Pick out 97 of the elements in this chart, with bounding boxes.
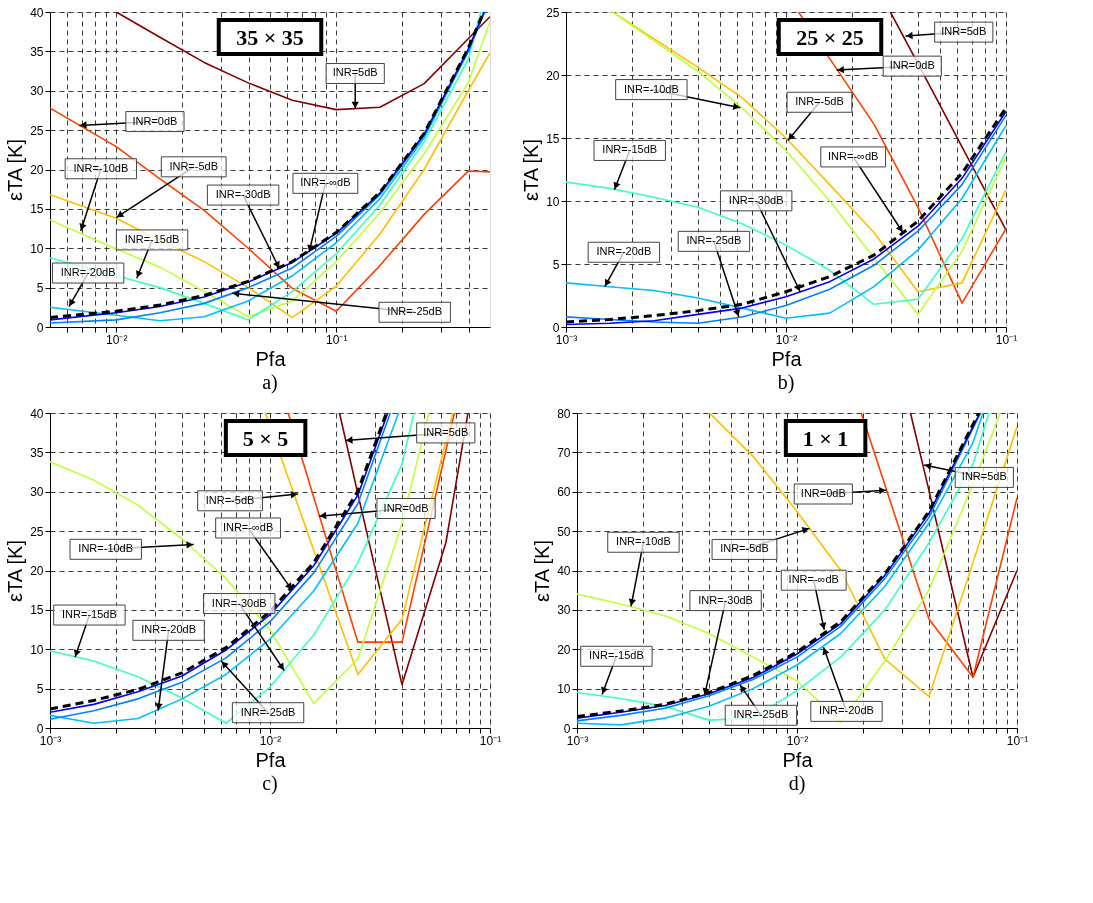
annotation: INR=0dB xyxy=(889,59,935,72)
annotation: INR=-30dB xyxy=(698,593,753,606)
text: d) xyxy=(788,772,806,795)
annotation: INR=-5dB xyxy=(205,493,255,506)
annotation: INR=-∞dB xyxy=(788,573,839,586)
annotation: INR=-∞dB xyxy=(222,521,274,534)
y-tick-label: 25 xyxy=(30,123,44,138)
y-tick-label: 5 xyxy=(36,682,44,697)
annotation: INR=-15dB xyxy=(602,143,658,156)
y-tick-label: 5 xyxy=(36,281,44,296)
annotation: INR=0dB xyxy=(383,501,429,514)
y-tick-label: 25 xyxy=(546,5,560,20)
annotation: INR=-20dB xyxy=(819,704,874,717)
y-tick-label: 80 xyxy=(557,406,571,421)
annotation: INR=-15dB xyxy=(589,649,644,662)
x-axis-title: Pfa xyxy=(255,347,287,370)
text: 25 × 25 xyxy=(796,25,864,50)
y-tick-label: 0 xyxy=(563,721,571,736)
text: b) xyxy=(777,371,795,394)
y-tick-label: 20 xyxy=(546,68,560,83)
y-tick-label: 35 xyxy=(30,44,44,59)
annotation: INR=-10dB xyxy=(73,161,129,174)
x-tick-label: 10⁻² xyxy=(786,733,809,748)
annotation: INR=-5dB xyxy=(169,159,219,172)
annotation: INR=-30dB xyxy=(215,188,271,201)
x-tick-label: 10⁻³ xyxy=(39,733,62,748)
text: a) xyxy=(262,371,278,394)
y-tick-label: 30 xyxy=(30,485,44,500)
annotation: INR=-30dB xyxy=(211,596,267,609)
y-tick-label: 40 xyxy=(30,5,44,20)
y-tick-label: 40 xyxy=(557,564,571,578)
y-tick-label: 20 xyxy=(30,564,44,578)
annotation: INR=-30dB xyxy=(728,193,784,206)
x-tick-label: 10⁻³ xyxy=(555,332,578,347)
x-axis-title: Pfa xyxy=(782,748,814,771)
line-series xyxy=(566,151,1006,306)
x-tick-label: 10⁻¹ xyxy=(326,332,348,347)
y-tick-label: 30 xyxy=(30,84,44,99)
x-tick-label: 10⁻² xyxy=(106,332,128,347)
annotation: INR=5dB xyxy=(941,25,987,38)
annotation: INR=5dB xyxy=(961,470,1007,483)
y-axis-title: εTA [K] xyxy=(4,540,27,602)
annotation: INR=-20dB xyxy=(60,266,116,279)
y-tick-label: 10 xyxy=(30,642,44,657)
annotation: INR=-15dB xyxy=(124,232,180,245)
annotation: INR=-10dB xyxy=(624,82,679,95)
text: 35 × 35 xyxy=(236,25,304,50)
y-tick-label: 25 xyxy=(30,524,44,539)
annotation: INR=-25dB xyxy=(686,234,742,247)
x-axis-title: Pfa xyxy=(771,347,803,370)
y-tick-label: 0 xyxy=(552,320,560,335)
y-axis-title: εTA [K] xyxy=(531,540,554,602)
y-tick-label: 35 xyxy=(30,445,44,460)
annotation: INR=-5dB xyxy=(795,95,844,108)
y-axis-title: εTA [K] xyxy=(4,139,27,201)
y-tick-label: 10 xyxy=(557,682,571,697)
y-tick-label: 0 xyxy=(36,721,44,736)
annotation: INR=0dB xyxy=(800,487,846,499)
text: 1 × 1 xyxy=(802,426,849,451)
y-axis-title: εTA [K] xyxy=(520,139,543,201)
y-tick-label: 40 xyxy=(30,406,44,421)
annotation: INR=-20dB xyxy=(141,623,196,636)
y-tick-label: 20 xyxy=(30,163,44,177)
annotation: INR=-25dB xyxy=(387,305,443,318)
x-tick-label: 10⁻³ xyxy=(566,733,589,748)
annotation: INR=-∞dB xyxy=(300,176,351,189)
x-tick-label: 10⁻¹ xyxy=(479,733,502,748)
y-tick-label: 15 xyxy=(30,603,44,618)
annotation: INR=-5dB xyxy=(720,542,769,555)
y-tick-label: 10 xyxy=(546,194,560,209)
y-tick-label: 60 xyxy=(557,485,571,500)
annotation: INR=-15dB xyxy=(62,608,117,621)
annotation: INR=-25dB xyxy=(733,708,789,721)
x-axis-title: Pfa xyxy=(255,748,287,771)
y-tick-label: 50 xyxy=(557,524,571,539)
annotation: INR=0dB xyxy=(132,114,178,127)
y-tick-label: 10 xyxy=(30,241,44,256)
y-tick-label: 30 xyxy=(557,603,571,618)
annotation: INR=5dB xyxy=(423,425,469,438)
annotation: INR=-20dB xyxy=(596,245,652,258)
text: c) xyxy=(262,772,278,795)
y-tick-label: 15 xyxy=(30,202,44,217)
y-tick-label: 5 xyxy=(552,257,560,272)
y-tick-label: 15 xyxy=(546,131,560,146)
annotation: INR=-10dB xyxy=(78,542,134,555)
x-tick-label: 10⁻² xyxy=(259,733,282,748)
x-tick-label: 10⁻² xyxy=(775,332,798,347)
y-tick-label: 20 xyxy=(557,642,571,657)
text: 5 × 5 xyxy=(242,426,289,451)
x-tick-label: 10⁻¹ xyxy=(1006,733,1029,748)
annotation: INR=5dB xyxy=(332,66,378,79)
y-tick-label: 70 xyxy=(557,445,571,460)
x-tick-label: 10⁻¹ xyxy=(995,332,1018,347)
annotation: INR=-10dB xyxy=(616,535,671,548)
annotation: INR=-∞dB xyxy=(828,149,879,162)
y-tick-label: 0 xyxy=(36,320,44,335)
annotation: INR=-25dB xyxy=(240,705,296,718)
